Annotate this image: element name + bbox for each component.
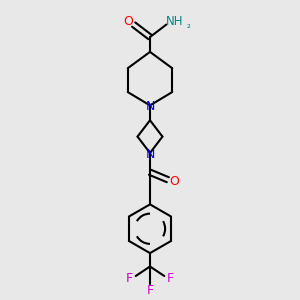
Text: O: O [123, 14, 133, 28]
Text: O: O [169, 175, 179, 188]
Text: F: F [167, 272, 174, 286]
Text: ₂: ₂ [186, 20, 190, 30]
Text: F: F [146, 284, 154, 297]
Text: F: F [126, 272, 134, 286]
Text: NH: NH [166, 15, 183, 28]
Text: N: N [145, 100, 155, 113]
Text: N: N [145, 148, 155, 161]
